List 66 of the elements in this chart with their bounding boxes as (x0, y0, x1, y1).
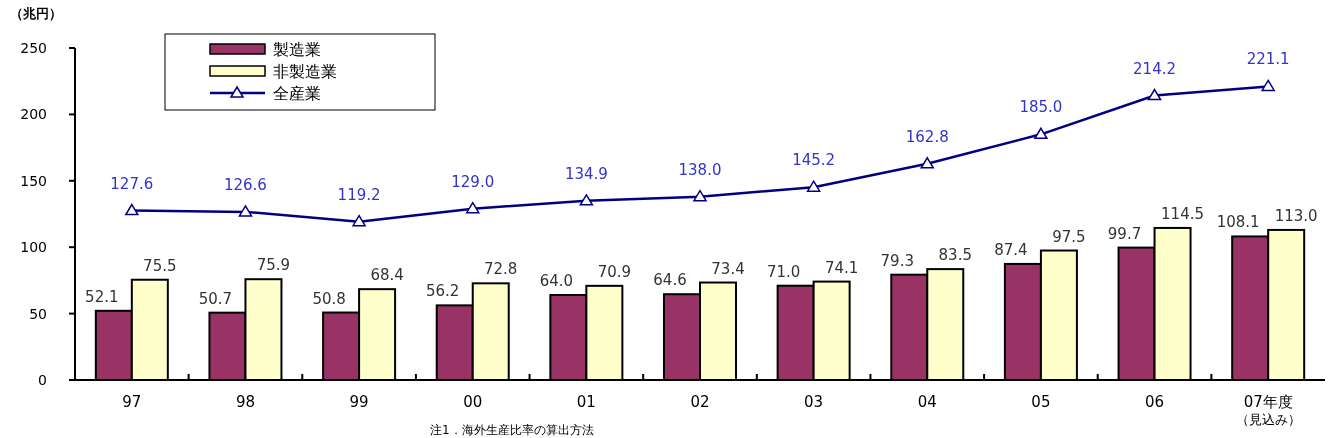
data-label: 50.7 (198, 289, 233, 308)
x-tick-label: 01 (576, 393, 596, 411)
point (806, 180, 821, 192)
data-label: 134.9 (564, 164, 608, 183)
point (352, 214, 366, 227)
x-tick-label: 02 (690, 393, 710, 411)
x-tick-label: 98 (235, 393, 255, 411)
y-tick-label: 200 (20, 106, 47, 123)
x-tick-label: 00 (463, 393, 483, 411)
data-label: 52.1 (85, 287, 119, 306)
data-label: 71.0 (766, 262, 801, 281)
y-tick-label: 150 (20, 172, 47, 189)
x-tick-label: 97 (122, 393, 142, 411)
y-axis-title: （兆円） (10, 6, 62, 21)
data-label: 74.1 (824, 258, 859, 277)
point (1034, 127, 1048, 140)
data-label: 129.0 (451, 172, 495, 191)
x-tick-label: 99 (349, 393, 369, 411)
point (125, 203, 139, 216)
data-label: 145.2 (792, 151, 836, 170)
point (465, 201, 480, 214)
legend-label: 全産業 (273, 84, 321, 103)
data-label: 64.6 (653, 271, 687, 290)
data-label: 97.5 (1052, 227, 1086, 246)
y-tick-label: 0 (38, 372, 47, 388)
data-label: 83.5 (938, 246, 972, 265)
data-label: 64.0 (539, 272, 574, 291)
x-tick-label: 04 (917, 393, 937, 411)
data-label: 75.5 (143, 256, 177, 275)
y-tick-label: 100 (20, 239, 47, 256)
text: 注1．海外生産比率の算出方法 (430, 423, 594, 437)
data-label: 138.0 (678, 160, 722, 179)
x-tick-label: 07年度（見込み） (1235, 393, 1301, 427)
data-label: 75.9 (256, 256, 291, 275)
legend-label: 非製造業 (273, 62, 337, 81)
point (1261, 79, 1275, 92)
x-tick-label: 03 (804, 393, 824, 411)
x-tick-label: 06 (1145, 393, 1165, 411)
data-label: 72.8 (484, 260, 518, 279)
data-label: 214.2 (1133, 59, 1177, 78)
point (693, 189, 707, 202)
data-label: 70.9 (597, 262, 632, 281)
data-label: 113.0 (1274, 206, 1318, 225)
data-label: 162.8 (905, 127, 949, 146)
y-tick-label: 250 (20, 40, 47, 56)
data-label: 114.5 (1161, 204, 1205, 223)
point (238, 205, 253, 217)
point (920, 157, 935, 169)
data-label: 221.1 (1246, 50, 1290, 69)
point (1147, 88, 1162, 101)
data-label: 56.2 (426, 282, 460, 301)
data-label: 79.3 (880, 251, 914, 270)
y-tick-label: 50 (29, 305, 47, 322)
legend-label: 製造業 (273, 40, 321, 59)
data-label: 119.2 (337, 185, 381, 204)
data-label: 87.4 (994, 240, 1028, 259)
x-tick-label: 05 (1031, 393, 1051, 411)
data-label: 73.4 (711, 259, 745, 278)
data-label: 68.4 (370, 266, 404, 285)
data-label: 185.0 (1019, 98, 1063, 117)
data-label: 108.1 (1216, 213, 1260, 232)
data-label: 126.6 (223, 175, 267, 194)
point (579, 194, 594, 206)
data-label: 127.6 (110, 174, 154, 193)
data-label: 50.8 (312, 289, 346, 308)
data-label: 99.7 (1107, 224, 1142, 243)
